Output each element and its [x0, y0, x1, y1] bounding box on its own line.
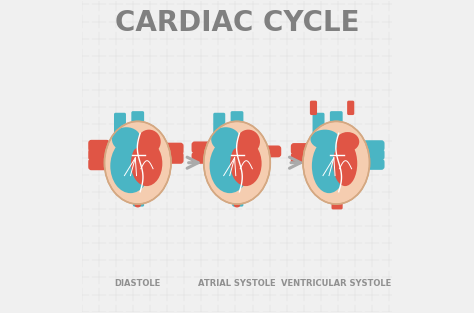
- FancyBboxPatch shape: [363, 140, 384, 151]
- FancyBboxPatch shape: [291, 143, 309, 155]
- FancyBboxPatch shape: [312, 113, 325, 143]
- Ellipse shape: [211, 127, 240, 151]
- FancyBboxPatch shape: [133, 186, 144, 207]
- FancyBboxPatch shape: [191, 152, 210, 164]
- FancyBboxPatch shape: [131, 111, 144, 143]
- FancyBboxPatch shape: [88, 158, 110, 170]
- FancyBboxPatch shape: [330, 111, 343, 143]
- Text: DIASTOLE: DIASTOLE: [115, 279, 161, 288]
- Ellipse shape: [222, 125, 238, 136]
- Ellipse shape: [131, 141, 162, 186]
- Ellipse shape: [137, 130, 161, 154]
- Ellipse shape: [333, 141, 357, 186]
- FancyBboxPatch shape: [213, 113, 225, 143]
- Text: ATRIAL SYSTOLE: ATRIAL SYSTOLE: [198, 279, 276, 288]
- Ellipse shape: [210, 139, 250, 193]
- FancyBboxPatch shape: [264, 146, 281, 157]
- FancyBboxPatch shape: [310, 101, 317, 115]
- Ellipse shape: [312, 139, 346, 193]
- Ellipse shape: [322, 125, 337, 136]
- Ellipse shape: [310, 130, 339, 149]
- FancyBboxPatch shape: [363, 159, 384, 170]
- FancyBboxPatch shape: [164, 152, 183, 164]
- Ellipse shape: [303, 121, 370, 204]
- FancyBboxPatch shape: [347, 101, 354, 115]
- FancyBboxPatch shape: [231, 111, 243, 143]
- Ellipse shape: [237, 130, 260, 154]
- Ellipse shape: [230, 141, 262, 186]
- Ellipse shape: [112, 127, 141, 151]
- FancyBboxPatch shape: [363, 149, 384, 160]
- FancyBboxPatch shape: [88, 149, 110, 161]
- FancyBboxPatch shape: [232, 186, 243, 207]
- FancyBboxPatch shape: [191, 141, 210, 153]
- FancyBboxPatch shape: [88, 140, 110, 152]
- Text: VENTRICULAR SYSTOLE: VENTRICULAR SYSTOLE: [281, 279, 392, 288]
- FancyBboxPatch shape: [331, 195, 343, 209]
- Ellipse shape: [123, 125, 138, 136]
- Text: CARDIAC CYCLE: CARDIAC CYCLE: [115, 9, 359, 37]
- FancyBboxPatch shape: [164, 143, 183, 155]
- Ellipse shape: [135, 203, 141, 208]
- Ellipse shape: [336, 132, 359, 151]
- Ellipse shape: [204, 121, 270, 204]
- FancyBboxPatch shape: [291, 152, 309, 164]
- Ellipse shape: [110, 139, 151, 193]
- FancyBboxPatch shape: [114, 113, 126, 143]
- Ellipse shape: [104, 121, 171, 204]
- Ellipse shape: [234, 203, 240, 208]
